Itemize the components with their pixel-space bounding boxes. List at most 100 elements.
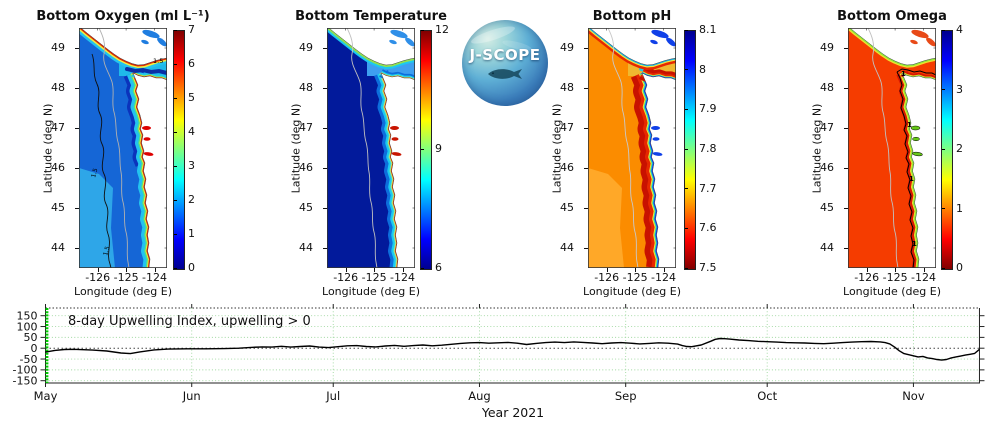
lat-tick-label: 44 — [820, 241, 834, 254]
map-bottom-omega: 1 1 1 1 — [848, 25, 938, 269]
colorbar-tick-label: 4 — [956, 23, 963, 36]
colorbar-tick — [421, 267, 424, 269]
lat-tick — [75, 248, 79, 249]
lon-tick-label: -124 — [390, 271, 415, 284]
lat-tick — [75, 128, 79, 129]
lat-tick — [844, 48, 848, 49]
lon-tick-label: -124 — [142, 271, 167, 284]
lat-tick — [323, 208, 327, 209]
lon-tick-label: -126 — [594, 271, 620, 284]
colorbar-tick-label: 7.8 — [699, 142, 717, 155]
lat-tick-label: 45 — [820, 201, 834, 214]
jscope-logo-text: J-SCOPE — [469, 45, 541, 64]
colorbar-bottom-oxygen — [173, 30, 185, 270]
lat-tick — [584, 208, 588, 209]
lat-tick-label: 47 — [299, 121, 313, 134]
lat-tick-label: 45 — [51, 201, 65, 214]
colorbar-tick — [174, 131, 177, 133]
lat-tick-label: 48 — [51, 81, 65, 94]
fish-icon — [488, 68, 522, 79]
lat-tick — [75, 208, 79, 209]
map-bottom-ph — [586, 24, 679, 271]
lat-tick — [584, 168, 588, 169]
colorbar-tick — [174, 165, 177, 167]
lat-tick — [844, 248, 848, 249]
lat-tick — [584, 88, 588, 89]
lat-tick-label: 44 — [299, 241, 313, 254]
lon-tick — [923, 268, 925, 272]
colorbar-tick — [942, 208, 945, 209]
lat-tick-label: 48 — [299, 81, 313, 94]
map-holder-bottom-temperature — [326, 24, 417, 269]
colorbar-tick — [685, 267, 688, 269]
lat-tick-label: 49 — [51, 41, 65, 54]
colorbar-tick — [421, 29, 424, 31]
lat-tick — [584, 248, 588, 249]
x-axis-label-bottom-omega: Longitude (deg E) — [843, 285, 941, 298]
lat-tick-label: 47 — [51, 121, 65, 134]
lon-tick — [866, 268, 868, 272]
lat-tick-label: 48 — [560, 81, 574, 94]
colorbar-bottom-ph — [684, 30, 696, 270]
colorbar-tick-label: 7.9 — [699, 102, 717, 116]
lat-tick — [323, 128, 327, 129]
colorbar-tick-label: 0 — [188, 261, 195, 274]
colorbar-tick — [685, 148, 688, 150]
colorbar-tick-label: 3 — [188, 159, 195, 172]
lat-tick — [844, 88, 848, 89]
upwelling-y-tick-label: 100 — [17, 320, 38, 333]
lat-tick — [323, 48, 327, 49]
lon-tick-label: -125 — [622, 271, 648, 284]
upwelling-y-tick-label: 50 — [24, 331, 38, 344]
month-tick-label: May — [34, 389, 58, 403]
colorbar-tick — [685, 108, 688, 110]
month-tick-label: Nov — [902, 389, 925, 403]
colorbar-tick — [174, 267, 177, 269]
colorbar-tick — [685, 29, 688, 31]
lat-tick — [844, 128, 848, 129]
lon-tick — [635, 268, 637, 272]
colorbar-tick-label: 2 — [188, 193, 195, 206]
lat-tick-label: 47 — [820, 121, 834, 134]
lat-tick — [844, 168, 848, 169]
lat-tick-label: 46 — [820, 161, 834, 174]
colorbar-tick-label: 9 — [435, 142, 442, 155]
month-tick-label: Jun — [182, 389, 201, 403]
lon-tick-label: -126 — [85, 271, 111, 284]
y-axis-label-bottom-ph: Latitude (deg N) — [550, 103, 564, 194]
y-axis-label-bottom-temperature: Latitude (deg N) — [289, 103, 303, 194]
x-axis-label-bottom-oxygen: Longitude (deg E) — [74, 285, 172, 298]
upwelling-y-tick-label: -50 — [20, 353, 38, 366]
lat-tick — [75, 48, 79, 49]
lon-tick-label: -124 — [911, 271, 936, 284]
map-holder-bottom-ph — [586, 24, 679, 271]
lon-tick-label: -125 — [113, 271, 139, 284]
colorbar-tick-label: 12 — [435, 23, 449, 36]
lat-tick-label: 44 — [51, 241, 65, 254]
colorbar-tick-label: 2 — [956, 142, 963, 155]
colorbar-tick-label: 5 — [188, 91, 195, 104]
colorbar-tick — [685, 69, 688, 71]
colorbar-tick — [942, 148, 945, 150]
svg-text:1: 1 — [909, 175, 914, 183]
month-tick-label: Jul — [325, 389, 340, 403]
map-bottom-temperature — [326, 24, 417, 269]
upwelling-title: 8-day Upwelling Index, upwelling > 0 — [68, 314, 311, 329]
lat-tick — [75, 88, 79, 89]
lon-tick-label: -126 — [854, 271, 880, 284]
lon-tick-label: -126 — [333, 271, 359, 284]
colorbar-tick — [942, 29, 945, 31]
lon-tick-label: -124 — [651, 271, 676, 284]
lat-tick-label: 46 — [560, 161, 574, 174]
lat-tick — [584, 128, 588, 129]
lat-tick-label: 45 — [560, 201, 574, 214]
lon-tick-label: -125 — [361, 271, 387, 284]
lat-tick-label: 46 — [51, 161, 65, 174]
map-bottom-oxygen: 1.5 1.5 1.5 — [77, 23, 169, 269]
colorbar-tick-label: 7.7 — [699, 181, 717, 195]
svg-text:1: 1 — [912, 240, 917, 248]
y-axis-label-bottom-oxygen: Latitude (deg N) — [41, 103, 55, 194]
lon-tick — [97, 268, 99, 272]
map-holder-bottom-oxygen: 1.5 1.5 1.5 — [77, 23, 169, 269]
svg-text:1: 1 — [907, 121, 912, 129]
